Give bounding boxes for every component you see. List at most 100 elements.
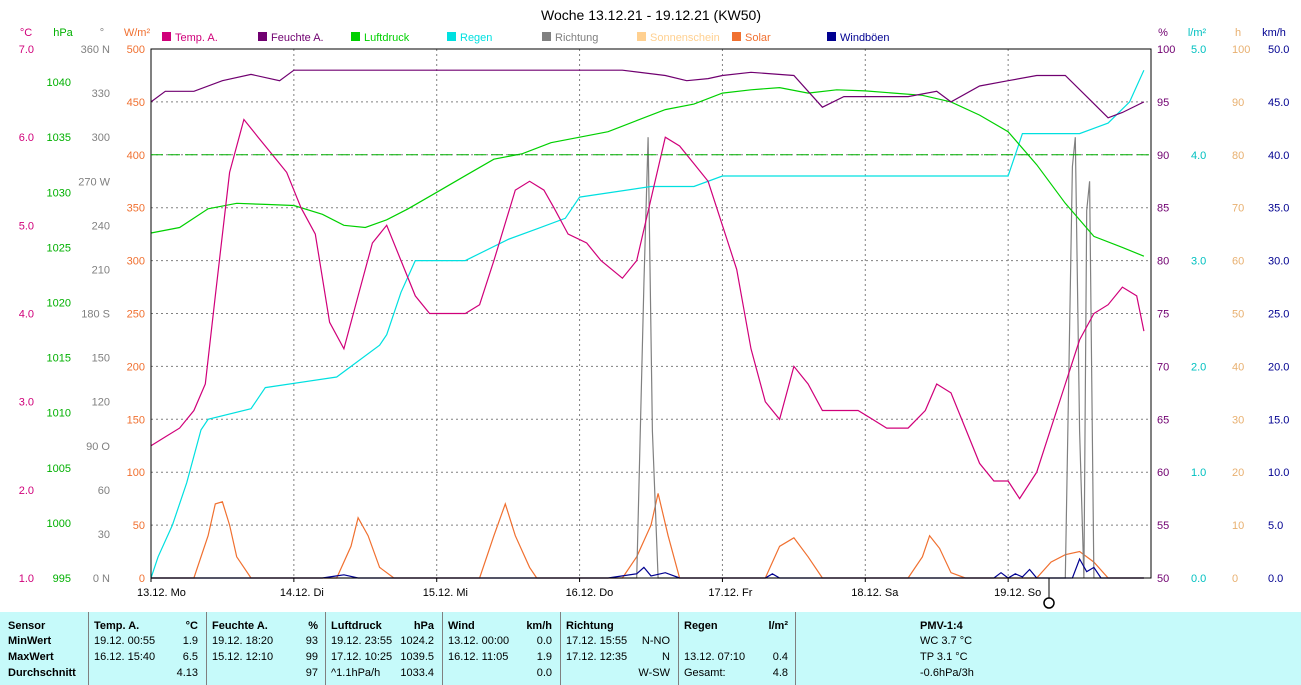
min-temp-time: 19.12. 00:55 [94,635,156,647]
tick-solar: 150 [127,414,145,426]
tick-temp: 7.0 [19,44,34,56]
tick-humidity: 80 [1157,256,1169,268]
unit-humidity: % [1158,27,1168,39]
tick-solar: 350 [127,203,145,215]
tick-humidity: 50 [1157,573,1169,585]
tick-pressure: 1040 [47,77,71,89]
tick-rain: 1.0 [1191,467,1206,479]
tick-wind: 10.0 [1268,467,1289,479]
chart-title: Woche 13.12.21 - 19.12.21 (KW50) [541,7,761,23]
unit-rain: l/m² [1188,27,1207,39]
tick-direction: 90 O [86,441,110,453]
tick-direction: 180 S [81,309,110,321]
header-rain-unit: l/m² [768,620,788,632]
max-temp-value: 6.5 [182,651,198,663]
x-tick-label: 19.12. So [994,587,1041,599]
legend-label: Temp. A. [175,32,218,44]
row-label-max: MaxWert [8,651,54,663]
min-humidity-value: 93 [305,635,318,647]
series-line-feuchte-a [150,69,1145,119]
plot-frame [150,48,1152,579]
legend-swatch [162,32,171,41]
tick-direction: 0 N [93,573,110,585]
tick-rain: 3.0 [1191,256,1206,268]
header-pressure: Luftdruck [331,620,382,632]
tick-sun: 50 [1232,309,1244,321]
summary-table: Sensor Temp. A. °C Feuchte A. % Luftdruc… [0,612,1301,685]
max-humidity-value: 99 [305,651,318,663]
tick-sun: 0 [1232,573,1238,585]
tick-direction: 240 [92,220,110,232]
max-humidity-time: 15.12. 12:10 [212,651,274,663]
tick-direction: 30 [98,529,110,541]
tick-pressure: 1030 [47,187,71,199]
tick-sun: 30 [1232,414,1244,426]
tick-temp: 1.0 [19,573,34,585]
legend-label: Luftdruck [364,32,410,44]
header-pressure-unit: hPa [413,620,434,632]
unit-wind: km/h [1262,27,1286,39]
max-wind-time: 16.12. 11:05 [448,651,509,663]
tick-direction: 60 [98,485,110,497]
header-humidity: Feuchte A. [212,620,268,632]
tick-temp: 4.0 [19,309,34,321]
tick-sun: 100 [1232,44,1250,56]
tick-rain: 0.0 [1191,573,1206,585]
min-direction-time: 17.12. 15:55 [566,635,628,647]
tick-rain: 5.0 [1191,44,1206,56]
tick-humidity: 95 [1157,97,1169,109]
tick-wind: 5.0 [1268,520,1283,532]
tick-solar: 100 [127,467,145,479]
series-line-luftdruck [150,86,1145,257]
tick-pressure: 1020 [47,298,71,310]
pmv-trend: -0.6hPa/3h [920,667,974,679]
tick-wind: 20.0 [1268,361,1289,373]
tick-solar: 500 [127,44,145,56]
x-tick-label: 14.12. Di [280,587,324,599]
row-label-min: MinWert [8,635,52,647]
header-wind: Wind [448,620,475,632]
unit-temp: °C [20,27,32,39]
header-direction: Richtung [566,620,614,632]
avg-temp-value: 4.13 [176,667,198,679]
weather-chart: Woche 13.12.21 - 19.12.21 (KW50) 1.0 2.0 3… [18,7,1290,609]
header-sensor: Sensor [8,620,46,632]
tick-solar: 450 [127,97,145,109]
tick-humidity: 90 [1157,150,1169,162]
tick-solar: 0 [139,573,145,585]
tick-pressure: 1005 [47,463,71,475]
tick-humidity: 65 [1157,414,1169,426]
tick-wind: 50.0 [1268,44,1289,56]
tick-sun: 90 [1232,97,1244,109]
series-line-regen [150,69,1145,579]
tick-direction: 120 [92,397,110,409]
tick-solar: 400 [127,150,145,162]
tick-wind: 35.0 [1268,203,1289,215]
legend-label: Solar [745,32,771,44]
tick-pressure: 1010 [47,408,71,420]
tick-temp: 5.0 [19,220,34,232]
tick-wind: 0.0 [1268,573,1283,585]
tick-temp: 3.0 [19,397,34,409]
tick-sun: 20 [1232,467,1244,479]
tick-wind: 40.0 [1268,150,1289,162]
tick-direction: 360 N [81,44,110,56]
tick-solar: 300 [127,256,145,268]
tick-direction: 150 [92,353,110,365]
tick-temp: 2.0 [19,485,34,497]
pmv-tp: TP 3.1 °C [920,651,968,663]
legend-swatch [351,32,360,41]
tick-wind: 30.0 [1268,256,1289,268]
avg-pressure-trend: ^1.1hPa/h [331,667,381,679]
legend: Temp. A. Feuchte A. Luftdruck Regen Richtung… [162,32,890,44]
marker-icon [1043,578,1055,609]
avg-wind-value: 0.0 [536,667,552,679]
tick-humidity: 60 [1157,467,1169,479]
tick-wind: 15.0 [1268,414,1289,426]
legend-label: Richtung [555,32,598,44]
header-temp: Temp. A. [94,620,140,632]
tick-sun: 80 [1232,150,1244,162]
unit-direction: ° [100,27,104,39]
max-pressure-time: 17.12. 10:25 [331,651,393,663]
tick-rain: 2.0 [1191,361,1206,373]
